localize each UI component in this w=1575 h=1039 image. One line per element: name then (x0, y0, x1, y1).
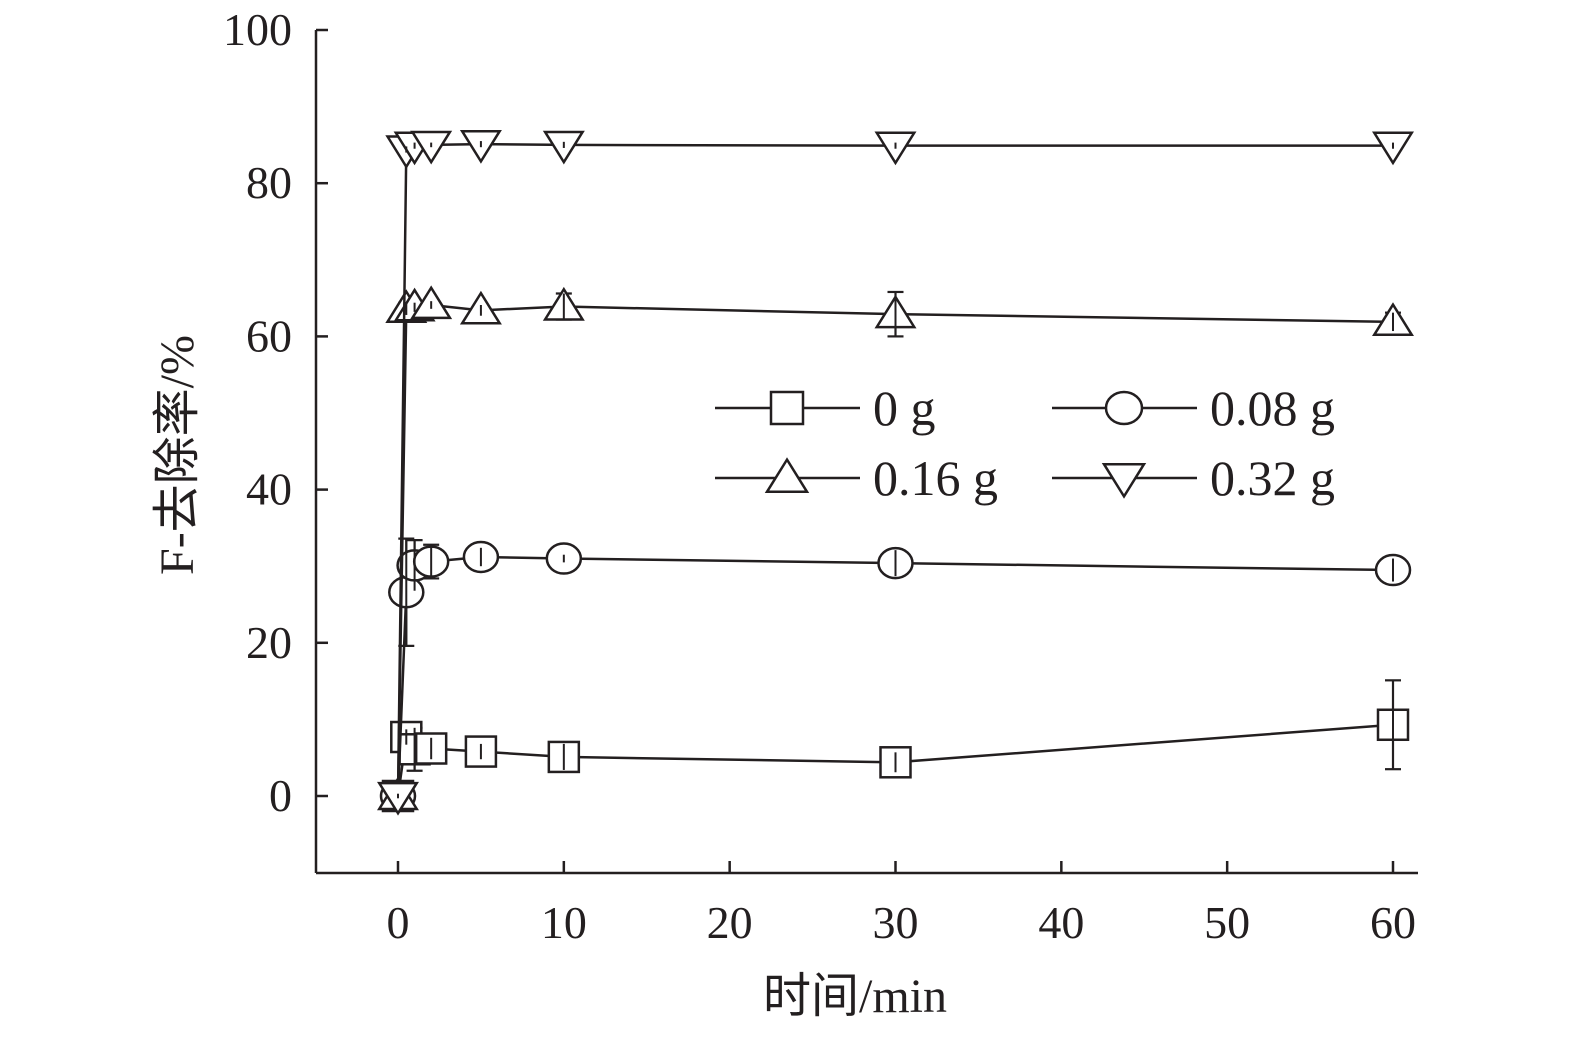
legend-label: 0 g (873, 380, 936, 436)
x-tick-label: 0 (387, 897, 410, 948)
y-tick-label: 40 (246, 464, 292, 515)
legend-marker-triangle-up (764, 457, 810, 494)
legend-item: 0 g (715, 380, 936, 436)
series-layer (377, 129, 1414, 816)
legend-item: 0.16 g (715, 450, 998, 506)
x-tick-label: 40 (1038, 897, 1084, 948)
series-0g (381, 679, 1410, 813)
x-tick-label: 10 (541, 897, 587, 948)
y-tick-label: 0 (269, 770, 292, 821)
x-tick-label: 30 (873, 897, 919, 948)
legend: 0 g 0.08 g 0.16 g 0.32 g (715, 380, 1335, 506)
legend-marker-triangle-down (1101, 462, 1147, 499)
y-axis-title: F-去除率/% (151, 335, 204, 575)
y-tick-label: 100 (223, 4, 292, 55)
x-tick-label: 50 (1204, 897, 1250, 948)
legend-label: 0.16 g (873, 450, 998, 506)
y-tick-label: 60 (246, 310, 292, 361)
y-tick-label: 20 (246, 617, 292, 668)
x-tick-label: 20 (707, 897, 753, 948)
x-axis-title: 时间/min (763, 970, 947, 1023)
legend-item: 0.08 g (1052, 380, 1335, 436)
axes: 0 20 40 60 80 100 0 10 20 30 40 50 60 (223, 4, 1418, 948)
legend-item: 0.32 g (1052, 450, 1335, 506)
x-tick-label: 60 (1370, 897, 1416, 948)
legend-marker-square (769, 390, 805, 426)
series-0_08g (379, 537, 1412, 813)
series-0_32g (377, 129, 1414, 816)
y-tick-label: 80 (246, 157, 292, 208)
legend-marker-circle (1104, 390, 1144, 426)
legend-label: 0.32 g (1210, 450, 1335, 506)
legend-label: 0.08 g (1210, 380, 1335, 436)
